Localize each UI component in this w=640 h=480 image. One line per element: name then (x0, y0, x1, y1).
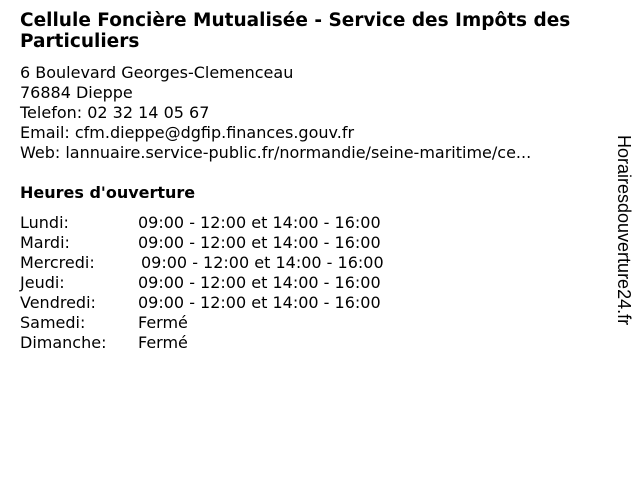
time-value: Fermé (138, 333, 188, 352)
website[interactable]: Web: lannuaire.service-public.fr/normand… (20, 143, 532, 162)
hours-heading: Heures d'ouverture (20, 183, 196, 202)
contact-info: 6 Boulevard Georges-Clemenceau 76884 Die… (20, 63, 531, 163)
day-label: Vendredi: (20, 293, 96, 312)
time-value: 09:00 - 12:00 et 14:00 - 16:00 (138, 213, 381, 232)
email[interactable]: Email: cfm.dieppe@dgfip.finances.gouv.fr (20, 123, 355, 142)
time-value: 09:00 - 12:00 et 14:00 - 16:00 (141, 253, 384, 272)
phone[interactable]: Telefon: 02 32 14 05 67 (20, 103, 210, 122)
time-value: Fermé (138, 313, 188, 332)
city: 76884 Dieppe (20, 83, 133, 102)
watermark-text: Horairesdouverture24.fr (614, 135, 634, 326)
street-address: 6 Boulevard Georges-Clemenceau (20, 63, 294, 82)
day-label: Mardi: (20, 233, 70, 252)
day-label: Jeudi: (20, 273, 65, 292)
day-label: Mercredi: (20, 253, 95, 272)
time-value: 09:00 - 12:00 et 14:00 - 16:00 (138, 233, 381, 252)
time-value: 09:00 - 12:00 et 14:00 - 16:00 (138, 293, 381, 312)
day-label: Samedi: (20, 313, 86, 332)
page-title: Cellule Foncière Mutualisée - Service de… (20, 10, 571, 52)
day-label: Dimanche: (20, 333, 107, 352)
day-label: Lundi: (20, 213, 69, 232)
time-value: 09:00 - 12:00 et 14:00 - 16:00 (138, 273, 381, 292)
